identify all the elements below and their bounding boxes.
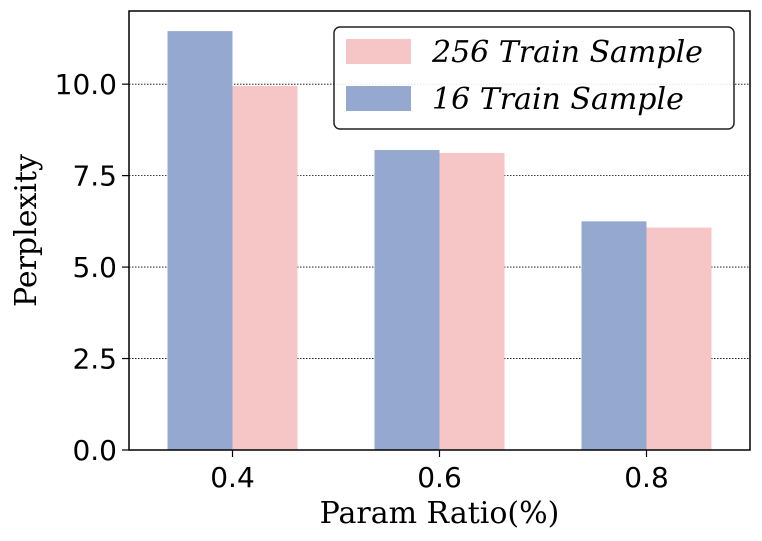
y-tick-label: 7.5 <box>72 160 117 193</box>
legend: 256 Train Sample 16 Train Sample <box>333 26 735 130</box>
bar-sample16-0.6 <box>374 150 440 450</box>
legend-label: 16 Train Sample <box>432 82 684 117</box>
bar-sample256-0.8 <box>646 227 712 450</box>
legend-frame <box>333 26 735 130</box>
bar-sample16-0.4 <box>167 31 233 451</box>
bar-sample256-0.4 <box>232 85 298 450</box>
x-tick-label: 0.8 <box>624 461 669 494</box>
y-tick-label: 10.0 <box>55 68 117 101</box>
y-axis-label: Perplexity <box>9 154 44 307</box>
bars <box>167 31 712 451</box>
axis-ticks: 0.0 2.5 5.0 7.5 10.0 0.4 0.6 0.8 <box>55 68 669 494</box>
legend-swatch <box>346 86 411 111</box>
x-tick-label: 0.6 <box>417 461 462 494</box>
legend-swatch <box>346 39 411 64</box>
y-tick-label: 2.5 <box>72 343 117 376</box>
y-tick-label: 0.0 <box>72 434 117 467</box>
bar-sample256-0.6 <box>439 152 505 450</box>
x-tick-label: 0.4 <box>210 461 255 494</box>
y-tick-label: 5.0 <box>72 251 117 284</box>
bar-sample16-0.8 <box>581 221 647 450</box>
legend-label: 256 Train Sample <box>431 35 703 70</box>
x-axis-label: Param Ratio(%) <box>320 496 560 531</box>
